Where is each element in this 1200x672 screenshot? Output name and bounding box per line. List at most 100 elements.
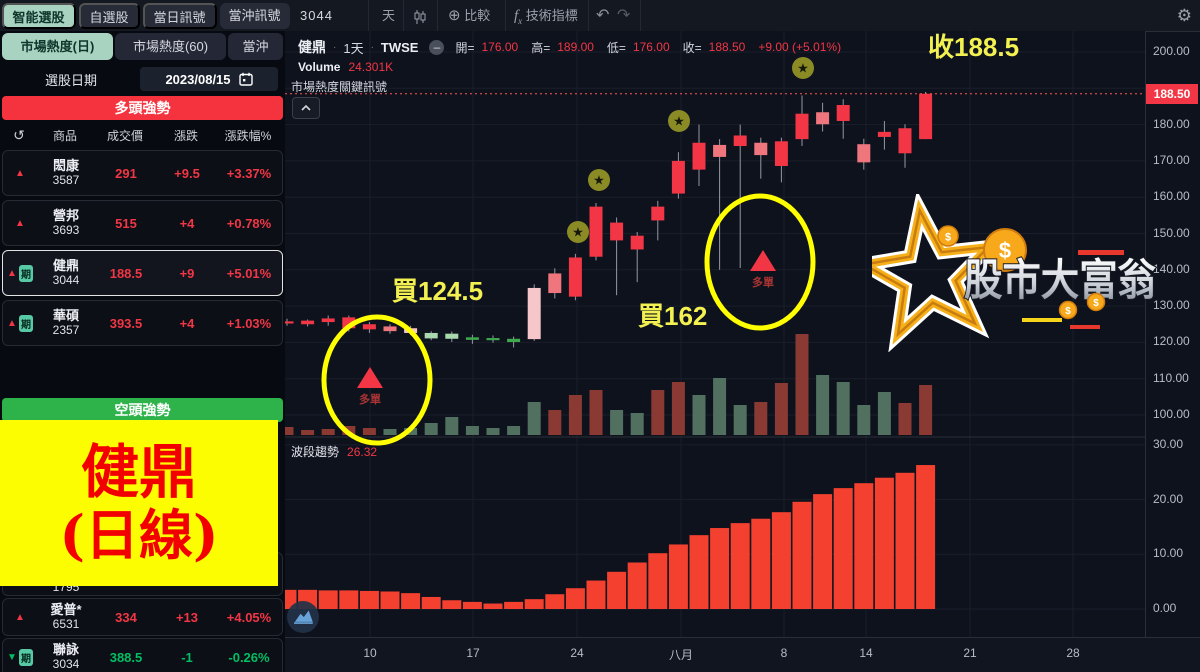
star-signal-icon[interactable] xyxy=(792,57,814,79)
stock-code: 3693 xyxy=(52,223,80,237)
band-trend-bar xyxy=(833,488,853,609)
price-annotation-text: 收188.5 xyxy=(928,32,1019,62)
time-axis-label: 28 xyxy=(1066,646,1080,660)
tab-watchlist[interactable]: 自選股 xyxy=(78,2,140,29)
compare-button[interactable]: ⊕ 比較 xyxy=(448,7,491,24)
stock-name: 營邦 xyxy=(52,208,79,223)
volume-bar xyxy=(816,375,830,435)
overlay-timeframe: (日線) xyxy=(59,503,219,567)
date-input[interactable]: 2023/08/15 xyxy=(140,67,278,91)
time-axis[interactable]: 10 17 24 八月 8 14 21 28 xyxy=(285,637,1145,672)
table-row[interactable]: ▲ 期健鼎 3044 188.5 +9 +5.01% xyxy=(2,250,283,296)
long-signal-label: 多單 xyxy=(359,392,381,406)
table-row[interactable]: ▲ 期華碩 2357 393.5 +4 +1.03% xyxy=(2,300,283,346)
price-axis-label: 130.00 xyxy=(1153,298,1190,313)
price-cell: 334 xyxy=(115,609,137,625)
band-trend-bar xyxy=(545,594,565,609)
volume-bar xyxy=(877,392,891,435)
refresh-icon[interactable]: ↺ xyxy=(13,126,25,143)
price-axis[interactable]: 188.50 200.00 180.00 170.00 160.00 150.00 140… xyxy=(1145,31,1200,637)
candle-body xyxy=(877,131,891,137)
bull-stock-list: ▲ 閎康 3587 291 +9.5 +3.37% ▲ 營邦 3693 515 +4 +0.78% ▲ 期… xyxy=(2,150,283,350)
band-trend-legend: 波段趨勢 26.32 xyxy=(291,443,377,460)
change-cell: +13 xyxy=(175,609,199,625)
close-value: 188.50 xyxy=(708,40,746,54)
tab-market-heat-daily[interactable]: 市場熱度(日) xyxy=(2,33,113,60)
candle-body xyxy=(486,338,500,341)
pane-chart-icon[interactable] xyxy=(287,601,319,633)
tab-market-heat-60[interactable]: 市場熱度(60) xyxy=(115,33,226,60)
table-row[interactable]: ▼ 期聯詠 3034 388.5 -1 -0.26% xyxy=(2,638,283,672)
table-row[interactable]: ▲ 營邦 3693 515 +4 +0.78% xyxy=(2,200,283,246)
symbol-search-input[interactable]: 3044 xyxy=(300,8,333,23)
chevron-up-icon xyxy=(301,104,311,111)
band-trend-bar xyxy=(689,535,709,609)
long-signal-triangle xyxy=(750,250,776,271)
star-signal-icon[interactable] xyxy=(668,110,690,132)
chart-exchange: TWSE xyxy=(380,39,419,55)
futures-badge: 期 xyxy=(18,264,33,282)
candle-body xyxy=(610,222,624,241)
volume-bar xyxy=(733,405,747,435)
stock-name: 健鼎 xyxy=(52,258,79,273)
volume-bar xyxy=(589,390,603,435)
star-signal-icon[interactable] xyxy=(567,221,589,243)
table-row[interactable]: ▲ 閎康 3587 291 +9.5 +3.37% xyxy=(2,150,283,196)
candle-body xyxy=(733,135,747,147)
candle-body xyxy=(816,112,830,125)
candle-body xyxy=(589,206,603,257)
candle-body xyxy=(651,206,665,221)
tab-daytrade-signals[interactable]: 當沖訊號 xyxy=(219,2,290,29)
up-triangle-icon: ▲ xyxy=(15,217,25,229)
star-signal-icon[interactable] xyxy=(588,169,610,191)
toolbar-divider xyxy=(588,0,589,31)
band-trend-bar xyxy=(607,571,627,609)
indicator-collapse-button[interactable] xyxy=(292,97,320,119)
chart-symbol-name[interactable]: 健鼎 xyxy=(298,39,326,55)
table-row[interactable]: ▲ 愛普* 6531 334 +13 +4.05% xyxy=(2,598,283,636)
candle-style-icon[interactable] xyxy=(412,0,428,31)
star-glyph: ★ xyxy=(593,173,605,188)
toolbar-divider xyxy=(505,0,506,31)
volume-bar xyxy=(857,405,871,435)
indicators-button[interactable]: fx 技術指標 xyxy=(514,8,578,26)
candle-body xyxy=(919,93,933,140)
undo-button[interactable]: ↶ xyxy=(596,7,610,24)
legend-collapse-icon[interactable]: – xyxy=(429,39,445,55)
band-axis-label: 0.00 xyxy=(1153,601,1177,615)
bear-strength-banner: 空頭強勢 xyxy=(2,398,283,422)
row-markers: ▲ 期 xyxy=(3,264,37,282)
candle-body xyxy=(424,332,438,339)
volume-bar xyxy=(527,402,541,435)
price-axis-label: 200.00 xyxy=(1153,44,1190,58)
stock-code: 3587 xyxy=(52,173,80,187)
band-trend-bar xyxy=(524,599,544,609)
overlay-stock-name: 健鼎 xyxy=(80,438,197,506)
tab-smart-picking[interactable]: 智能選股 xyxy=(1,2,76,29)
candle-body xyxy=(507,338,521,343)
candle-body xyxy=(754,142,768,156)
tab-daytrade[interactable]: 當沖 xyxy=(228,33,283,60)
band-trend-bar xyxy=(874,477,894,609)
band-trend-bar xyxy=(421,596,441,609)
candle-body xyxy=(568,257,582,297)
settings-gear-icon[interactable]: ⚙ xyxy=(1176,6,1192,25)
candle-body xyxy=(898,128,912,154)
interval-selector[interactable]: 天 xyxy=(382,8,396,23)
volume-bar xyxy=(836,382,850,435)
stock-name: 聯詠 xyxy=(52,642,79,657)
band-trend-bar xyxy=(668,544,688,609)
tab-daily-signals[interactable]: 當日訊號 xyxy=(142,2,217,29)
redo-button[interactable]: ↷ xyxy=(617,7,631,24)
chart-interval[interactable]: 1天 xyxy=(343,40,364,56)
stock-code: 3044 xyxy=(52,273,80,287)
band-trend-bar xyxy=(565,588,585,609)
band-trend-bar xyxy=(586,580,606,609)
change-cell: -1 xyxy=(181,649,193,665)
volume-bar xyxy=(898,403,912,435)
price-axis-label: 140.00 xyxy=(1153,261,1190,276)
close-label: 收= xyxy=(682,40,702,55)
volume-bar xyxy=(285,427,294,435)
price-annotation-text: 買162 xyxy=(638,301,707,331)
